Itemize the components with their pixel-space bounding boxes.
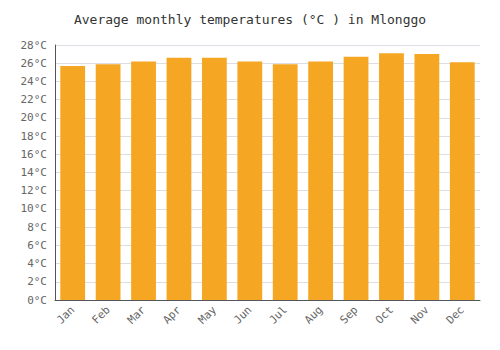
svg-text:0°C: 0°C — [27, 294, 47, 307]
svg-text:Average monthly temperatures (: Average monthly temperatures (°C ) in Ml… — [74, 12, 426, 27]
svg-text:Apr: Apr — [160, 303, 183, 326]
svg-text:6°C: 6°C — [27, 239, 47, 252]
svg-text:Oct: Oct — [373, 303, 396, 326]
svg-text:2°C: 2°C — [27, 275, 47, 288]
svg-text:Jan: Jan — [54, 303, 77, 326]
svg-text:May: May — [196, 303, 219, 326]
svg-text:Dec: Dec — [444, 303, 467, 326]
svg-text:28°C: 28°C — [21, 39, 48, 52]
svg-text:18°C: 18°C — [21, 130, 48, 143]
svg-text:26°C: 26°C — [21, 57, 48, 70]
svg-text:Jun: Jun — [231, 303, 254, 326]
svg-text:Aug: Aug — [302, 303, 325, 326]
svg-text:8°C: 8°C — [27, 221, 47, 234]
svg-text:24°C: 24°C — [21, 75, 48, 88]
svg-text:Mar: Mar — [125, 303, 148, 326]
svg-text:12°C: 12°C — [21, 184, 48, 197]
svg-text:Jul: Jul — [267, 303, 290, 326]
svg-text:10°C: 10°C — [21, 202, 48, 215]
svg-text:4°C: 4°C — [27, 257, 47, 270]
svg-text:Sep: Sep — [337, 303, 360, 326]
svg-text:22°C: 22°C — [21, 93, 48, 106]
svg-text:14°C: 14°C — [21, 166, 48, 179]
svg-text:16°C: 16°C — [21, 148, 48, 161]
svg-text:20°C: 20°C — [21, 111, 48, 124]
svg-text:Feb: Feb — [89, 303, 112, 326]
svg-text:Nov: Nov — [408, 303, 431, 326]
